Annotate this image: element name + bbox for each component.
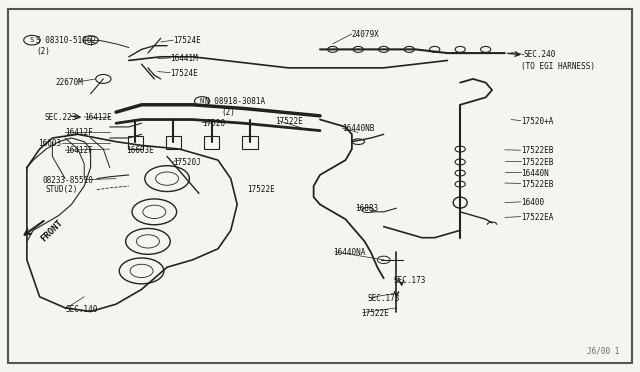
Text: SEC.223: SEC.223 [45, 113, 77, 122]
Text: 16412F: 16412F [65, 147, 93, 155]
Text: 17524E: 17524E [170, 69, 198, 78]
FancyBboxPatch shape [8, 9, 632, 363]
Text: 08233-85510: 08233-85510 [43, 176, 93, 185]
Text: 17520: 17520 [202, 119, 225, 128]
Text: 16440NA: 16440NA [333, 248, 365, 257]
Text: 16400: 16400 [521, 198, 544, 207]
Text: SEC.173: SEC.173 [394, 276, 426, 285]
Bar [204, 136, 220, 149]
Bar [166, 136, 181, 149]
Text: 17522EA: 17522EA [521, 213, 553, 222]
Text: 17522EB: 17522EB [521, 180, 553, 189]
Bar [243, 136, 257, 149]
Text: 24079X: 24079X [352, 30, 380, 39]
Text: 17520+A: 17520+A [521, 117, 553, 126]
Text: 16440N: 16440N [521, 169, 548, 177]
Circle shape [455, 170, 465, 176]
Text: S: S [30, 37, 34, 43]
Text: (2): (2) [221, 108, 235, 117]
Text: 16412F: 16412F [65, 128, 93, 137]
Text: 17522E: 17522E [246, 185, 275, 194]
Text: 16883: 16883 [355, 203, 378, 213]
Text: SEC.140: SEC.140 [65, 305, 97, 314]
Text: 17522EB: 17522EB [521, 147, 553, 155]
Text: 16412E: 16412E [84, 113, 112, 122]
Circle shape [455, 159, 465, 165]
Text: 16441M: 16441M [170, 54, 198, 63]
Text: 17522E: 17522E [275, 117, 303, 126]
Text: (2): (2) [36, 47, 51, 56]
Bar [127, 136, 143, 149]
Text: N: N [200, 98, 204, 104]
Text: N 08918-3081A: N 08918-3081A [205, 97, 266, 106]
Text: 17522E: 17522E [362, 309, 389, 318]
Text: 16603: 16603 [38, 139, 61, 148]
Text: (TO EGI HARNESS): (TO EGI HARNESS) [521, 61, 595, 71]
Text: S 08310-51062: S 08310-51062 [36, 36, 97, 45]
Text: FRONT: FRONT [40, 218, 65, 243]
Circle shape [455, 146, 465, 152]
Text: SEC.173: SEC.173 [368, 294, 400, 303]
Text: 16603E: 16603E [125, 147, 154, 155]
Text: STUD(2): STUD(2) [46, 185, 78, 194]
Circle shape [455, 181, 465, 187]
Text: 17520J: 17520J [173, 157, 201, 167]
Text: 17522EB: 17522EB [521, 157, 553, 167]
Text: 16440NB: 16440NB [342, 124, 374, 133]
Text: SEC.240: SEC.240 [524, 51, 556, 60]
Text: 17524E: 17524E [173, 36, 201, 45]
Text: 22670M: 22670M [56, 78, 83, 87]
Text: J6/00 1: J6/00 1 [587, 347, 620, 356]
